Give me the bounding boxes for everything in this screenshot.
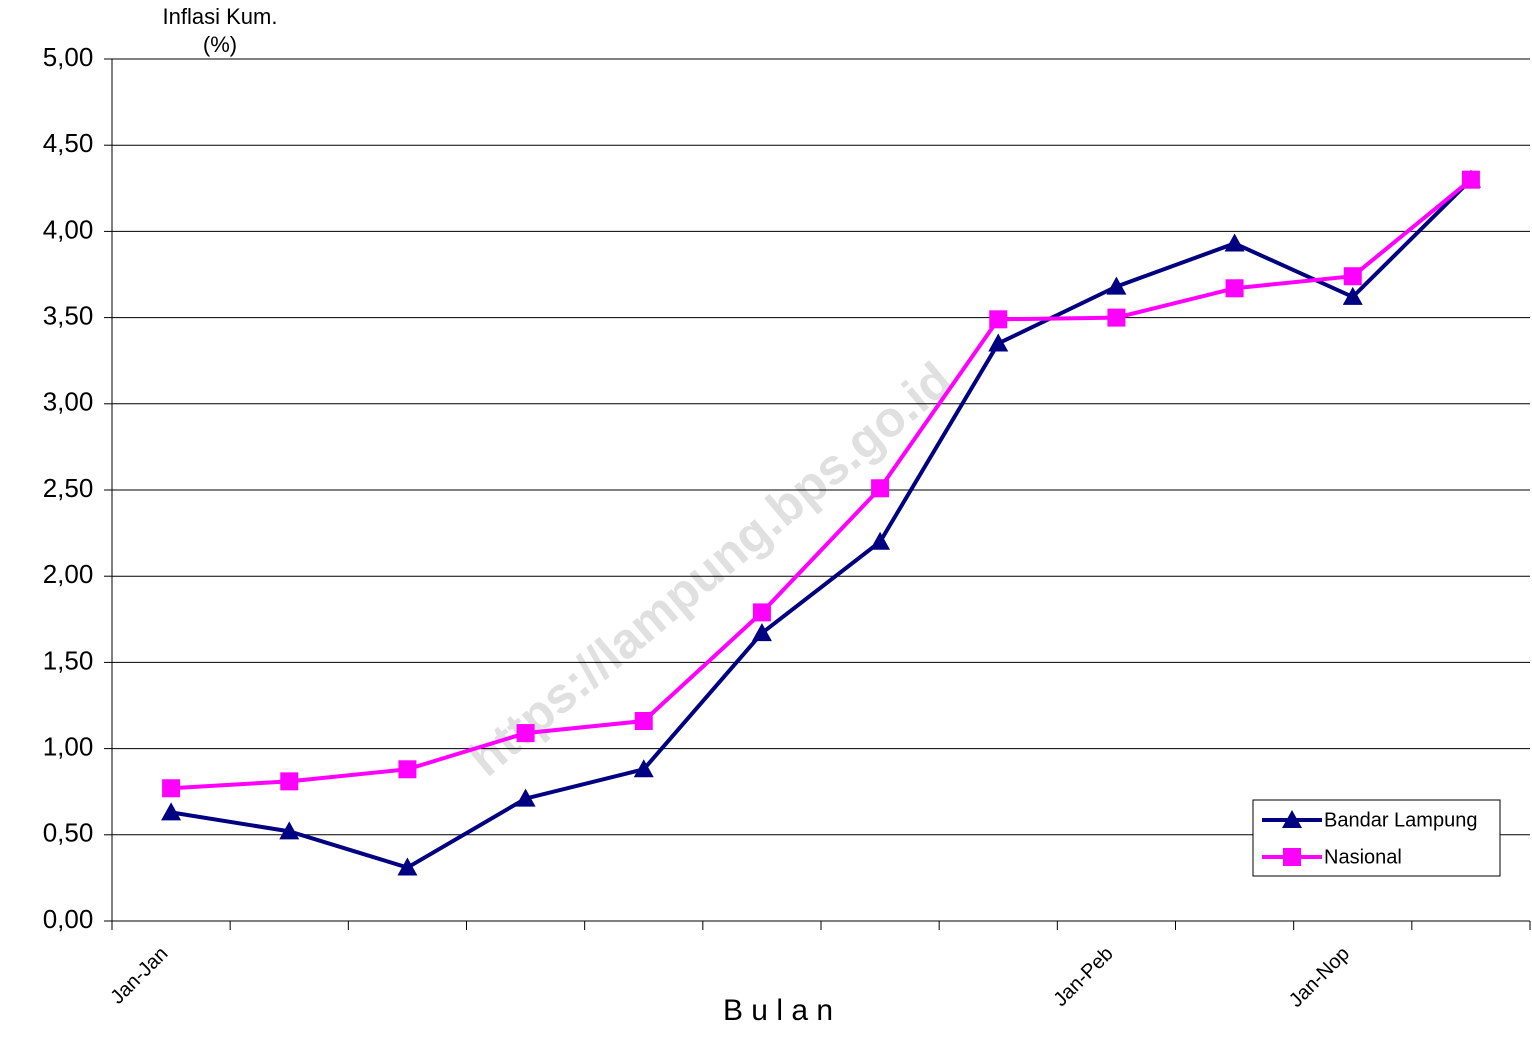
data-point — [1461, 170, 1480, 189]
y-tick-label: 2,00 — [43, 559, 94, 589]
data-point — [870, 531, 891, 550]
y-tick-label: 4,00 — [43, 214, 94, 244]
series-line — [170, 178, 1473, 791]
data-point — [633, 759, 654, 778]
data-point — [751, 623, 772, 642]
data-point — [1224, 233, 1245, 252]
data-point — [634, 712, 653, 731]
data-point — [515, 788, 536, 807]
data-point — [752, 603, 771, 622]
y-tick-label: 1,00 — [43, 731, 94, 761]
watermark: https://lampung.bps.go.id — [458, 351, 962, 787]
data-point — [279, 821, 300, 840]
y-tick-label: 3,50 — [43, 300, 94, 330]
data-point — [161, 802, 182, 821]
x-tick-label: Jan-Jan — [106, 943, 172, 1009]
data-point — [1225, 279, 1244, 298]
x-tick-label: Jan-Nop — [1285, 943, 1354, 1012]
y-tick-label: 2,50 — [43, 473, 94, 503]
data-point — [989, 310, 1008, 329]
legend-marker — [1282, 810, 1302, 828]
data-point — [516, 724, 535, 743]
y-tick-label: 4,50 — [43, 128, 94, 158]
series-line — [170, 178, 1473, 870]
legend: Bandar Lampung Nasional — [1252, 799, 1501, 877]
y-tick-label: 1,50 — [43, 645, 94, 675]
data-point — [1106, 276, 1127, 295]
data-point — [871, 479, 890, 498]
x-axis-title: B u l a n — [723, 994, 833, 1027]
data-point — [1107, 308, 1126, 327]
y-tick-label: 0,50 — [43, 818, 94, 848]
x-tick-label: Jan-Peb — [1049, 943, 1117, 1011]
data-point — [988, 333, 1009, 352]
y-axis-title: (%) — [203, 32, 237, 57]
legend-marker — [1283, 848, 1301, 866]
y-axis-title: Inflasi Kum. — [163, 4, 278, 29]
data-point — [398, 760, 417, 779]
legend-label: Nasional — [1324, 846, 1402, 868]
y-tick-label: 0,00 — [43, 904, 94, 934]
data-point — [162, 779, 181, 798]
data-point — [1343, 267, 1362, 286]
y-tick-label: 5,00 — [43, 42, 94, 72]
data-point — [1342, 286, 1363, 305]
legend-label: Bandar Lampung — [1324, 809, 1477, 831]
y-tick-label: 3,00 — [43, 387, 94, 417]
data-point — [280, 772, 299, 791]
data-point — [397, 857, 418, 876]
